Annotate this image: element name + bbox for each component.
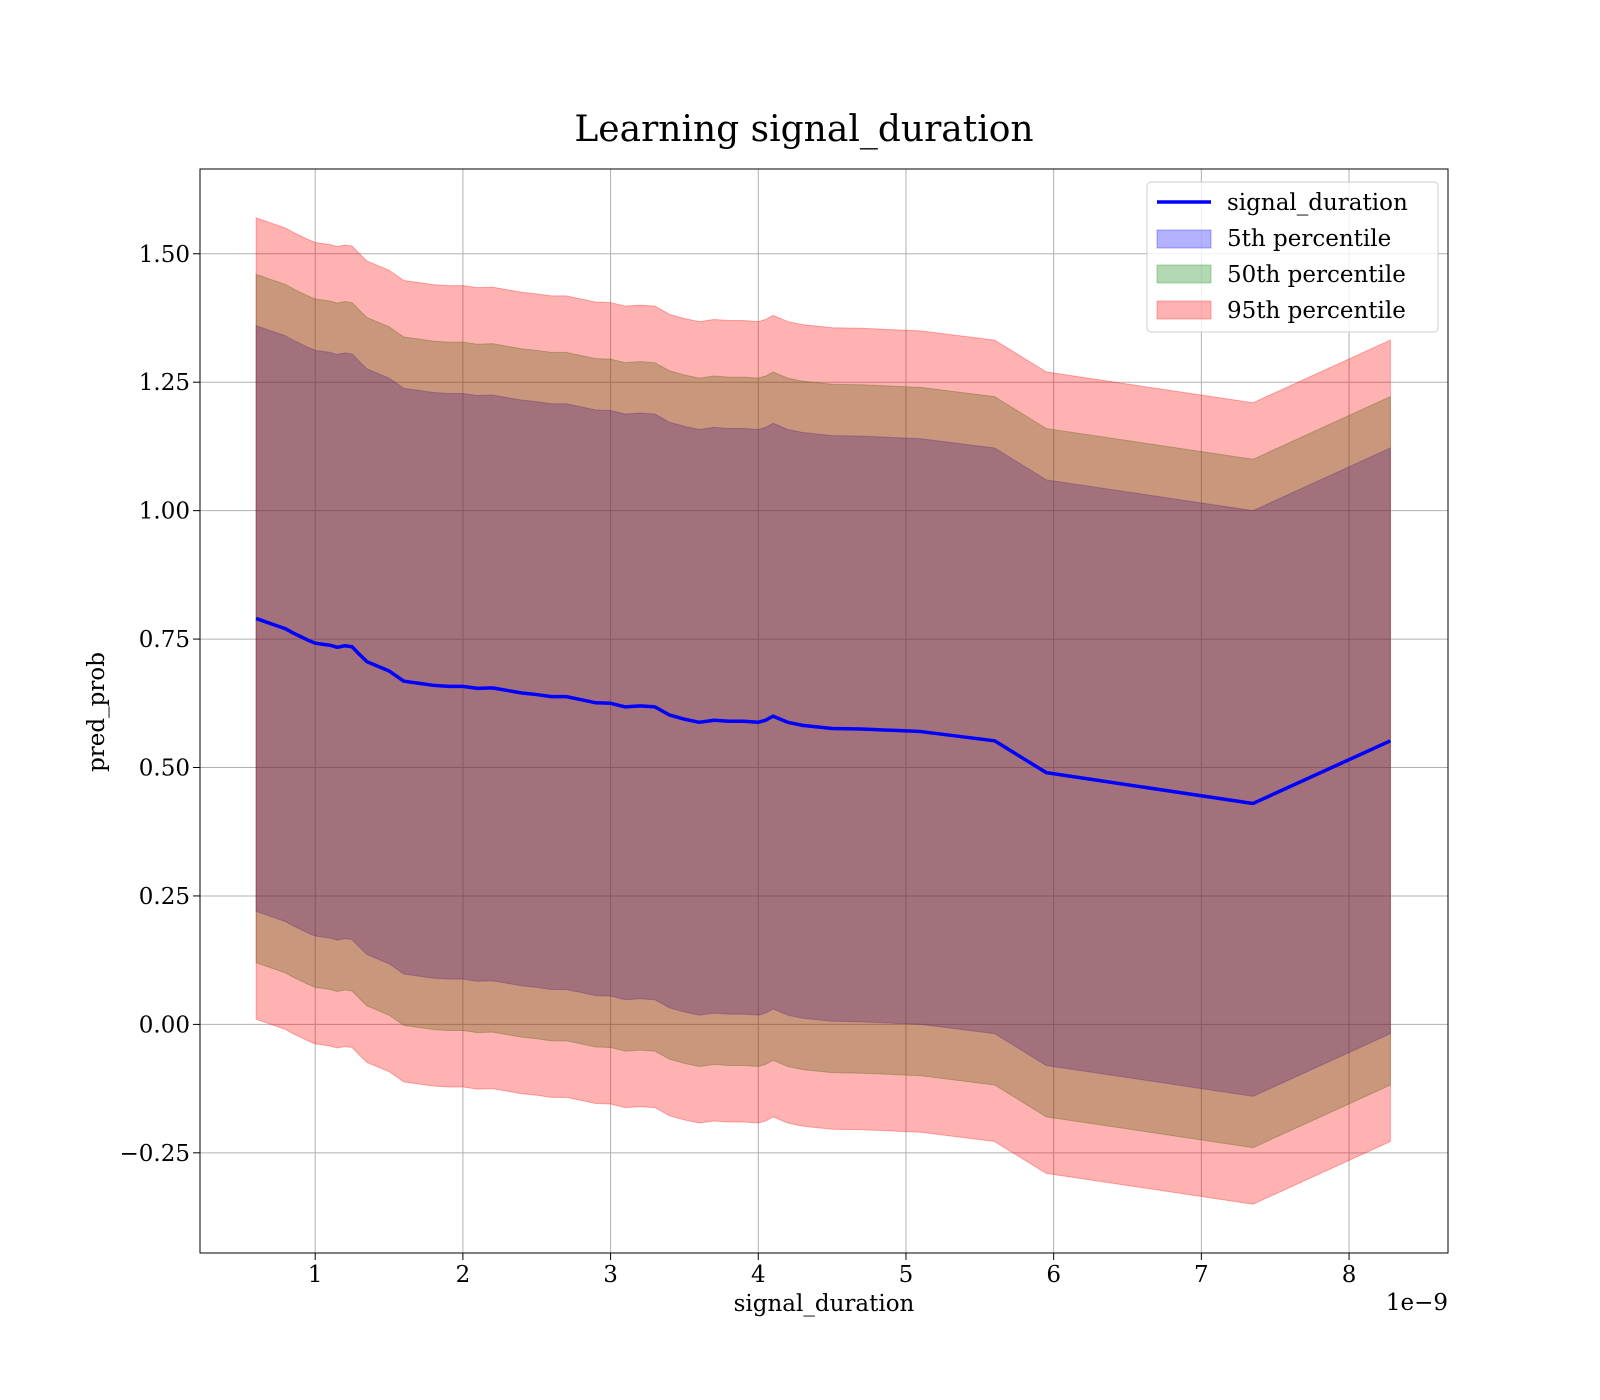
x-axis-label: signal_duration <box>734 1291 915 1317</box>
band-5th-percentile <box>255 324 1391 1097</box>
y-tick-label: 1.50 <box>139 242 190 268</box>
x-tick-label: 5 <box>899 1262 914 1288</box>
plot-area <box>200 169 1448 1253</box>
series-line-signal-duration <box>255 616 1392 806</box>
y-tick-label: 1.25 <box>139 370 190 396</box>
legend-swatch-50th <box>1156 264 1212 284</box>
series-lines <box>255 616 1392 806</box>
y-axis-label: pred_prob <box>84 652 110 772</box>
legend-swatch-95th <box>1156 300 1212 320</box>
x-tick-label: 7 <box>1194 1262 1209 1288</box>
x-tick-label: 2 <box>456 1262 471 1288</box>
legend-label-50th: 50th percentile <box>1227 262 1406 288</box>
x-axis-ticks: 1 2 3 4 5 6 7 8 <box>308 1253 1356 1288</box>
x-tick-label: 4 <box>751 1262 766 1288</box>
y-tick-label: 0.00 <box>139 1012 190 1038</box>
y-tick-label: 0.50 <box>139 756 190 782</box>
y-tick-label: 0.75 <box>139 627 190 653</box>
y-axis-ticks: −0.25 0.00 0.25 0.50 0.75 1.00 1.25 1.50 <box>120 242 200 1167</box>
x-tick-label: 6 <box>1046 1262 1061 1288</box>
x-tick-label: 3 <box>603 1262 618 1288</box>
band-50th-percentile <box>255 273 1391 1149</box>
chart-title: Learning signal_duration <box>574 109 1033 150</box>
legend-label-5th: 5th percentile <box>1227 226 1391 252</box>
y-tick-label: −0.25 <box>120 1141 190 1167</box>
grid <box>200 169 1448 1253</box>
y-tick-label: 0.25 <box>139 884 190 910</box>
x-axis-offset-label: 1e−9 <box>1386 1290 1448 1316</box>
legend-box <box>1146 181 1439 333</box>
legend-label-signal-duration: signal_duration <box>1227 190 1408 216</box>
legend-swatch-5th <box>1156 229 1212 249</box>
plot-frame <box>199 168 1449 1254</box>
x-tick-label: 8 <box>1342 1262 1357 1288</box>
percentile-bands <box>255 217 1391 1205</box>
y-tick-label: 1.00 <box>139 499 190 525</box>
band-95th-percentile <box>255 217 1391 1205</box>
legend-label-95th: 95th percentile <box>1227 298 1406 324</box>
x-tick-label: 1 <box>308 1262 323 1288</box>
legend: signal_duration 5th percentile 50th perc… <box>1146 181 1439 333</box>
